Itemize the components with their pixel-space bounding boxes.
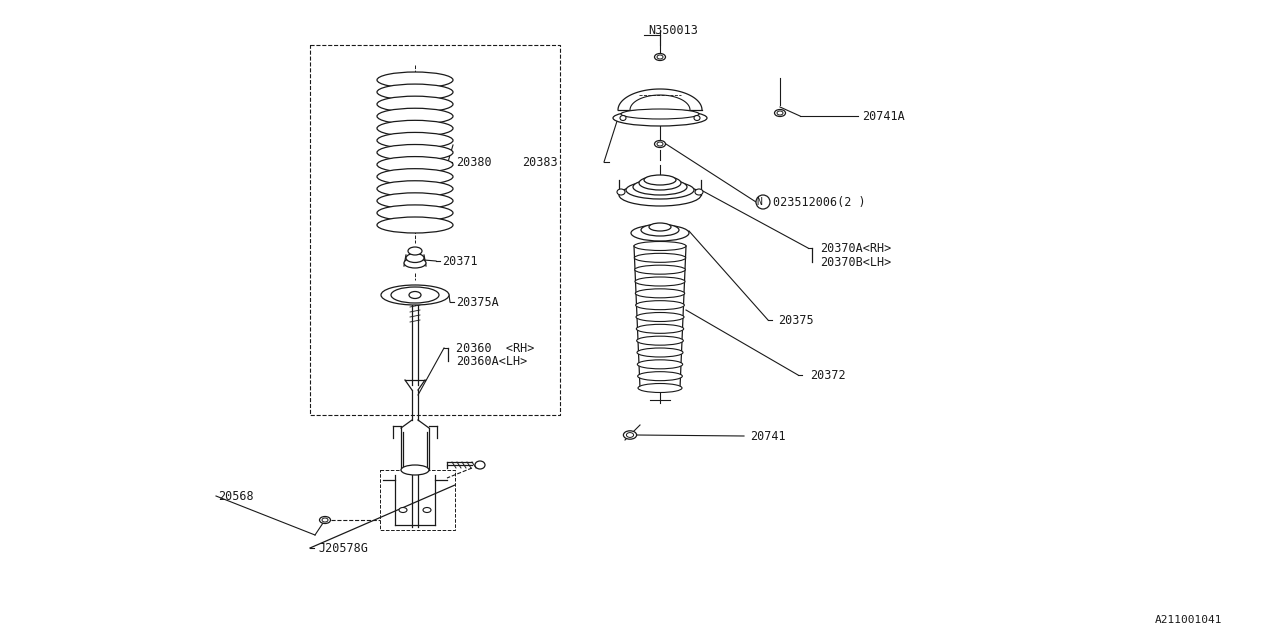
Ellipse shape: [626, 433, 634, 437]
Ellipse shape: [649, 223, 671, 231]
Text: A211001041: A211001041: [1155, 615, 1222, 625]
Ellipse shape: [635, 277, 685, 286]
Ellipse shape: [378, 84, 453, 100]
Ellipse shape: [636, 312, 684, 321]
Ellipse shape: [635, 265, 685, 274]
Ellipse shape: [390, 287, 439, 303]
Ellipse shape: [401, 465, 429, 475]
Ellipse shape: [631, 225, 689, 241]
Ellipse shape: [378, 193, 453, 209]
Text: 20360  <RH>: 20360 <RH>: [456, 342, 534, 355]
Ellipse shape: [635, 289, 685, 298]
Ellipse shape: [634, 179, 687, 195]
Text: 20568: 20568: [218, 490, 253, 502]
Text: 20375A: 20375A: [456, 296, 499, 308]
Ellipse shape: [635, 253, 686, 262]
Text: 20370B<LH>: 20370B<LH>: [820, 255, 891, 269]
Ellipse shape: [410, 291, 421, 298]
Ellipse shape: [475, 461, 485, 469]
Ellipse shape: [378, 217, 453, 233]
Ellipse shape: [621, 109, 699, 119]
Ellipse shape: [378, 180, 453, 196]
Ellipse shape: [654, 141, 666, 147]
Ellipse shape: [378, 169, 453, 185]
Ellipse shape: [620, 184, 701, 206]
Text: 20741A: 20741A: [861, 109, 905, 122]
Text: 023512006(2 ): 023512006(2 ): [773, 195, 865, 209]
Ellipse shape: [378, 96, 453, 112]
Text: N350013: N350013: [648, 24, 698, 36]
Ellipse shape: [378, 145, 453, 161]
Ellipse shape: [378, 108, 453, 124]
Ellipse shape: [636, 324, 684, 333]
Ellipse shape: [408, 247, 422, 255]
Ellipse shape: [777, 111, 783, 115]
Ellipse shape: [774, 109, 786, 116]
Ellipse shape: [617, 189, 625, 195]
Ellipse shape: [626, 181, 694, 199]
Text: 20370A<RH>: 20370A<RH>: [820, 241, 891, 255]
Ellipse shape: [381, 285, 449, 305]
Ellipse shape: [637, 360, 682, 369]
Ellipse shape: [320, 516, 330, 524]
Ellipse shape: [694, 115, 700, 120]
Ellipse shape: [634, 241, 686, 250]
Text: J20578G: J20578G: [317, 541, 367, 554]
Ellipse shape: [639, 176, 681, 190]
Ellipse shape: [636, 336, 684, 345]
Ellipse shape: [378, 132, 453, 148]
Ellipse shape: [641, 224, 678, 236]
Text: 20383: 20383: [522, 156, 558, 168]
Ellipse shape: [378, 72, 453, 88]
Ellipse shape: [657, 55, 663, 59]
Ellipse shape: [406, 253, 424, 262]
Ellipse shape: [422, 508, 431, 513]
Ellipse shape: [637, 372, 682, 381]
Ellipse shape: [756, 195, 771, 209]
Ellipse shape: [613, 110, 707, 126]
Ellipse shape: [623, 431, 636, 439]
Ellipse shape: [378, 157, 453, 173]
Text: 20360A<LH>: 20360A<LH>: [456, 355, 527, 367]
Ellipse shape: [695, 189, 703, 195]
Text: 20741: 20741: [750, 429, 786, 442]
Ellipse shape: [404, 258, 426, 268]
Text: 20380: 20380: [456, 156, 492, 168]
Text: 20372: 20372: [810, 369, 846, 381]
Ellipse shape: [654, 54, 666, 61]
Ellipse shape: [637, 383, 682, 392]
Ellipse shape: [636, 301, 685, 310]
Ellipse shape: [620, 115, 626, 120]
Text: 20375: 20375: [778, 314, 814, 326]
Ellipse shape: [637, 348, 684, 357]
Ellipse shape: [399, 508, 407, 513]
Ellipse shape: [644, 175, 676, 185]
Ellipse shape: [323, 518, 328, 522]
Ellipse shape: [378, 120, 453, 136]
Text: N: N: [756, 197, 762, 207]
Ellipse shape: [378, 205, 453, 221]
Ellipse shape: [657, 142, 663, 146]
Text: 20371: 20371: [442, 255, 477, 268]
